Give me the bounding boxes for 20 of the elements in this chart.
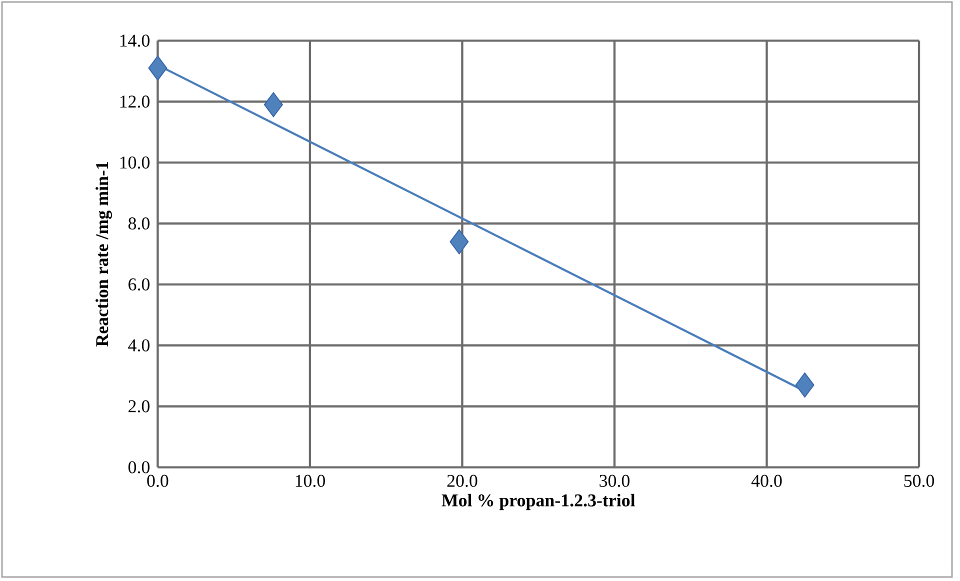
y-tick-label: 0.0 <box>128 461 150 474</box>
point <box>795 372 814 398</box>
x-tick-label: 10.0 <box>296 474 325 487</box>
x-tick-label: 40.0 <box>751 474 782 487</box>
x-tick-label: 20.0 <box>447 474 478 487</box>
y-tick-label: 6.0 <box>128 278 150 291</box>
point <box>148 56 168 81</box>
y-tick-label: 10.0 <box>120 156 150 169</box>
point <box>450 229 469 254</box>
y-tick-label: 4.0 <box>128 339 150 352</box>
y-tick-label: 8.0 <box>128 217 150 230</box>
y-tick-label: 14.0 <box>120 34 150 47</box>
x-tick-label: 0.0 <box>147 474 168 487</box>
y-axis-title: Reaction rate /mg min-1 <box>96 162 112 347</box>
x-tick-label: 30.0 <box>600 474 630 487</box>
point <box>264 92 283 118</box>
y-tick-label: 2.0 <box>128 400 150 412</box>
y-tick-label: 12.0 <box>120 96 150 108</box>
x-axis-title: Mol % propan-1.2.3-triol <box>442 494 636 510</box>
x-tick-label: 50.0 <box>904 474 934 487</box>
